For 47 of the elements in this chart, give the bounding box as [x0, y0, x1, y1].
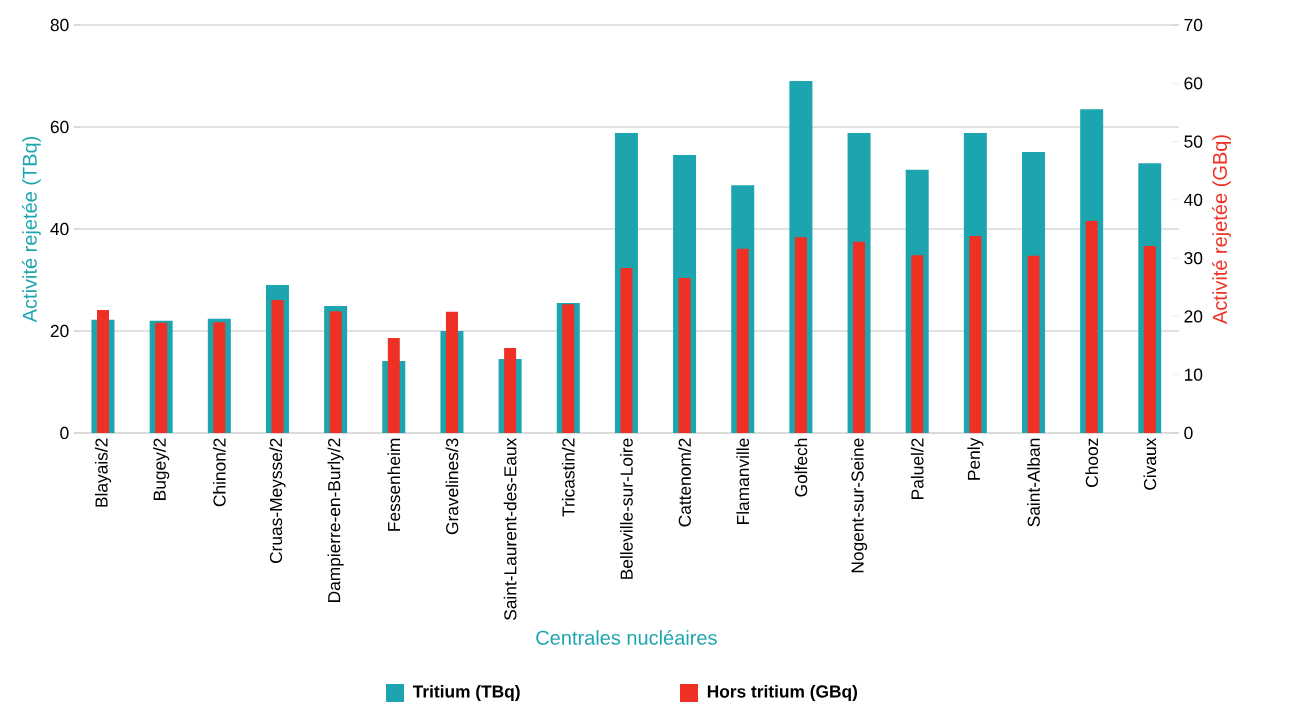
y-axis-title: Activité rejetée (TBq) [21, 136, 41, 323]
y2-axis-title: Activité rejetée (GBq) [1212, 135, 1231, 324]
legend-label: Hors tritium (GBq) [707, 684, 858, 702]
x-tick-label: Golfech [794, 438, 808, 497]
y2-tick-label: 10 [1184, 368, 1203, 381]
x-tick-label: Civaux [1143, 437, 1157, 490]
bar [1027, 255, 1040, 433]
x-tick-label: Dampierre-en-Burly/2 [327, 438, 344, 602]
bar [794, 237, 807, 433]
y2-tick-label: 60 [1184, 77, 1203, 90]
x-tick-label: Flamanville [736, 438, 750, 524]
y2-tick-label: 40 [1184, 193, 1203, 206]
x-tick-label: Paluel/2 [910, 438, 924, 499]
bar [853, 241, 866, 433]
bar [678, 277, 691, 433]
x-tick-label: Nogent-sur-Seine [850, 438, 868, 573]
x-tick-label: Chooz [1085, 438, 1099, 487]
bar [1143, 245, 1156, 433]
x-tick-label: Bugey/2 [153, 438, 170, 500]
y2-tick-label: 20 [1184, 310, 1203, 323]
x-tick-label: Cattenom/2 [678, 438, 691, 527]
x-axis-title: Centrales nucléaires [536, 629, 717, 645]
y-tick-label: 80 [50, 18, 69, 32]
y-tick-label: 40 [50, 222, 69, 236]
bar [911, 255, 924, 433]
x-tick-label: Chinon/2 [212, 438, 226, 507]
y-tick-label: 0 [60, 426, 69, 440]
y-tick-label: 20 [50, 324, 69, 338]
bar [620, 268, 633, 433]
bar [736, 248, 749, 433]
x-tick-label: Fessenheim [387, 438, 401, 531]
y-tick-label: 60 [50, 120, 69, 134]
x-tick-label: Penly [967, 437, 984, 480]
y2-tick-label: 30 [1184, 251, 1203, 265]
x-tick-label: Tricastin/2 [561, 438, 575, 517]
x-tick-label: Belleville-sur-Loire [620, 438, 633, 579]
legend-label: Tritium (TBq) [412, 684, 520, 702]
y2-tick-label: 0 [1184, 426, 1193, 440]
y2-tick-label: 70 [1184, 18, 1203, 32]
x-tick-label: Cruas-Meysse/2 [269, 438, 286, 563]
x-tick-label: Saint-Laurent-des-Eaux [503, 437, 517, 620]
x-tick-label: Saint-Alban [1027, 438, 1040, 527]
x-tick-label: Gravelines/3 [445, 438, 459, 535]
bar [1085, 220, 1098, 433]
x-tick-label: Blayais/2 [94, 438, 112, 507]
bar [969, 235, 982, 433]
y2-tick-label: 50 [1184, 135, 1203, 148]
